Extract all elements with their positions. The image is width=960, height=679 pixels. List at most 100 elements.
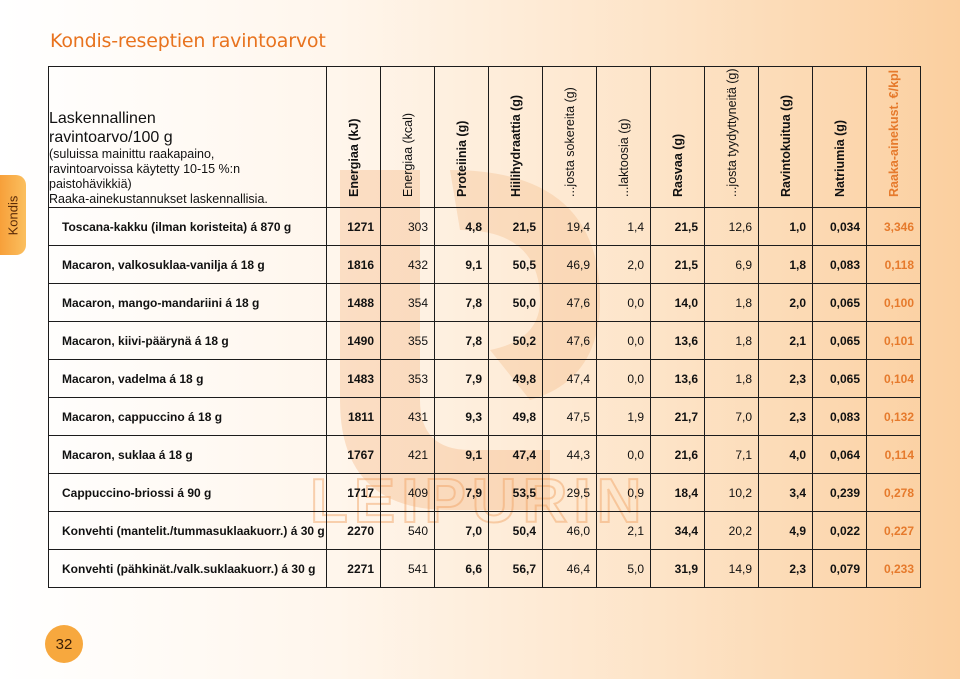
row-value-cell: 1717 <box>326 473 381 512</box>
row-product-name: Macaron, cappuccino á 18 g <box>48 397 327 436</box>
row-value-cell: 9,1 <box>434 435 489 474</box>
row-value-cell: 21,5 <box>650 245 705 284</box>
table-row: Cappuccino-briossi á 90 g 1717 409 7,9 53,5 2… <box>48 473 921 512</box>
row-value-cell: 7,8 <box>434 321 489 360</box>
table-row: Macaron, kiivi-päärynä á 18 g 1490 355 7,8 5… <box>48 321 921 360</box>
side-tab-label: Kondis <box>5 195 21 235</box>
table-row: Macaron, vadelma á 18 g 1483 353 7,9 49,8 47,… <box>48 359 921 398</box>
column-header-saturated: ...josta tyydyttyneitä (g) <box>704 66 759 208</box>
row-value-cell: 47,6 <box>542 321 597 360</box>
table-header-label: Laskennallinen ravintoarvo/100 g (suluis… <box>48 66 327 208</box>
row-value-cell: 21,7 <box>650 397 705 436</box>
row-value-cell: 2,1 <box>596 511 651 550</box>
column-header-protein: Proteiinia (g) <box>434 66 489 208</box>
row-value-cell: 1488 <box>326 283 381 322</box>
row-value-cell: 0,9 <box>596 473 651 512</box>
row-value-cell: 0,064 <box>812 435 867 474</box>
page-number: 32 <box>45 625 83 663</box>
row-value-cell: 0,239 <box>812 473 867 512</box>
row-value-cell: 355 <box>380 321 435 360</box>
row-value-cell: 1,0 <box>758 207 813 246</box>
row-value-cell: 0,034 <box>812 207 867 246</box>
row-value-cell: 47,5 <box>542 397 597 436</box>
row-value-cell: 6,6 <box>434 549 489 588</box>
row-value-cell: 14,0 <box>650 283 705 322</box>
row-value-cell: 29,5 <box>542 473 597 512</box>
row-value-cell: 46,0 <box>542 511 597 550</box>
row-value-cell: 353 <box>380 359 435 398</box>
row-value-cell: 1,4 <box>596 207 651 246</box>
row-value-cell: 9,3 <box>434 397 489 436</box>
row-product-name: Konvehti (pähkinät./valk.suklaakuorr.) á… <box>48 549 327 588</box>
row-value-cell: 2,0 <box>758 283 813 322</box>
row-value-cell: 0,065 <box>812 321 867 360</box>
row-value-cell: 0,104 <box>866 359 921 398</box>
row-value-cell: 0,100 <box>866 283 921 322</box>
row-value-cell: 0,0 <box>596 435 651 474</box>
row-value-cell: 1,8 <box>704 359 759 398</box>
row-value-cell: 7,8 <box>434 283 489 322</box>
row-value-cell: 1811 <box>326 397 381 436</box>
row-value-cell: 44,3 <box>542 435 597 474</box>
row-value-cell: 4,8 <box>434 207 489 246</box>
row-value-cell: 0,0 <box>596 359 651 398</box>
row-value-cell: 1483 <box>326 359 381 398</box>
row-value-cell: 7,1 <box>704 435 759 474</box>
column-header-cost: Raaka-ainekust. €/kpl <box>866 66 921 208</box>
column-header-fiber: Ravintokuitua (g) <box>758 66 813 208</box>
row-value-cell: 12,6 <box>704 207 759 246</box>
table-row: Konvehti (mantelit./tummasuklaakuorr.) á… <box>48 511 921 550</box>
table-row: Toscana-kakku (ilman koristeita) á 870 g… <box>48 207 921 246</box>
row-value-cell: 409 <box>380 473 435 512</box>
row-value-cell: 2271 <box>326 549 381 588</box>
row-value-cell: 0,065 <box>812 359 867 398</box>
row-value-cell: 6,9 <box>704 245 759 284</box>
row-value-cell: 7,0 <box>434 511 489 550</box>
row-value-cell: 0,118 <box>866 245 921 284</box>
table-header-row: Laskennallinen ravintoarvo/100 g (suluis… <box>48 66 921 208</box>
row-value-cell: 0,079 <box>812 549 867 588</box>
row-value-cell: 13,6 <box>650 321 705 360</box>
column-header-energy-kcal: Energiaa (kcal) <box>380 66 435 208</box>
row-value-cell: 2,3 <box>758 549 813 588</box>
row-value-cell: 20,2 <box>704 511 759 550</box>
row-value-cell: 14,9 <box>704 549 759 588</box>
row-value-cell: 5,0 <box>596 549 651 588</box>
column-header-sodium: Natriumia (g) <box>812 66 867 208</box>
row-value-cell: 31,9 <box>650 549 705 588</box>
column-header-lactose: ...laktoosia (g) <box>596 66 651 208</box>
row-value-cell: 1,8 <box>704 321 759 360</box>
row-product-name: Toscana-kakku (ilman koristeita) á 870 g <box>48 207 327 246</box>
header-label-line: Laskennallinen <box>49 110 156 127</box>
column-header-energy-kj: Energiaa (kJ) <box>326 66 381 208</box>
row-value-cell: 1,8 <box>704 283 759 322</box>
row-product-name: Macaron, kiivi-päärynä á 18 g <box>48 321 327 360</box>
row-value-cell: 2270 <box>326 511 381 550</box>
row-value-cell: 1,8 <box>758 245 813 284</box>
column-header-sugars: ...josta sokereita (g) <box>542 66 597 208</box>
row-value-cell: 49,8 <box>488 397 543 436</box>
row-value-cell: 34,4 <box>650 511 705 550</box>
row-value-cell: 1271 <box>326 207 381 246</box>
row-value-cell: 9,1 <box>434 245 489 284</box>
header-label-note: Raaka-ainekustannukset laskennallisia. <box>49 192 268 206</box>
row-product-name: Cappuccino-briossi á 90 g <box>48 473 327 512</box>
row-value-cell: 354 <box>380 283 435 322</box>
column-header-carbohydrate: Hiilihydraattia (g) <box>488 66 543 208</box>
table-row: Macaron, valkosuklaa-vanilja á 18 g 1816 4… <box>48 245 921 284</box>
row-value-cell: 2,1 <box>758 321 813 360</box>
row-value-cell: 19,4 <box>542 207 597 246</box>
row-value-cell: 13,6 <box>650 359 705 398</box>
row-value-cell: 50,0 <box>488 283 543 322</box>
row-value-cell: 7,9 <box>434 473 489 512</box>
row-value-cell: 1816 <box>326 245 381 284</box>
row-value-cell: 7,9 <box>434 359 489 398</box>
header-label-note: (suluissa mainittu raakapaino, <box>49 147 215 161</box>
row-value-cell: 1,9 <box>596 397 651 436</box>
row-product-name: Konvehti (mantelit./tummasuklaakuorr.) á… <box>48 511 327 550</box>
row-product-name: Macaron, vadelma á 18 g <box>48 359 327 398</box>
row-product-name: Macaron, mango-mandariini á 18 g <box>48 283 327 322</box>
row-value-cell: 47,4 <box>488 435 543 474</box>
row-value-cell: 3,346 <box>866 207 921 246</box>
row-value-cell: 21,5 <box>650 207 705 246</box>
